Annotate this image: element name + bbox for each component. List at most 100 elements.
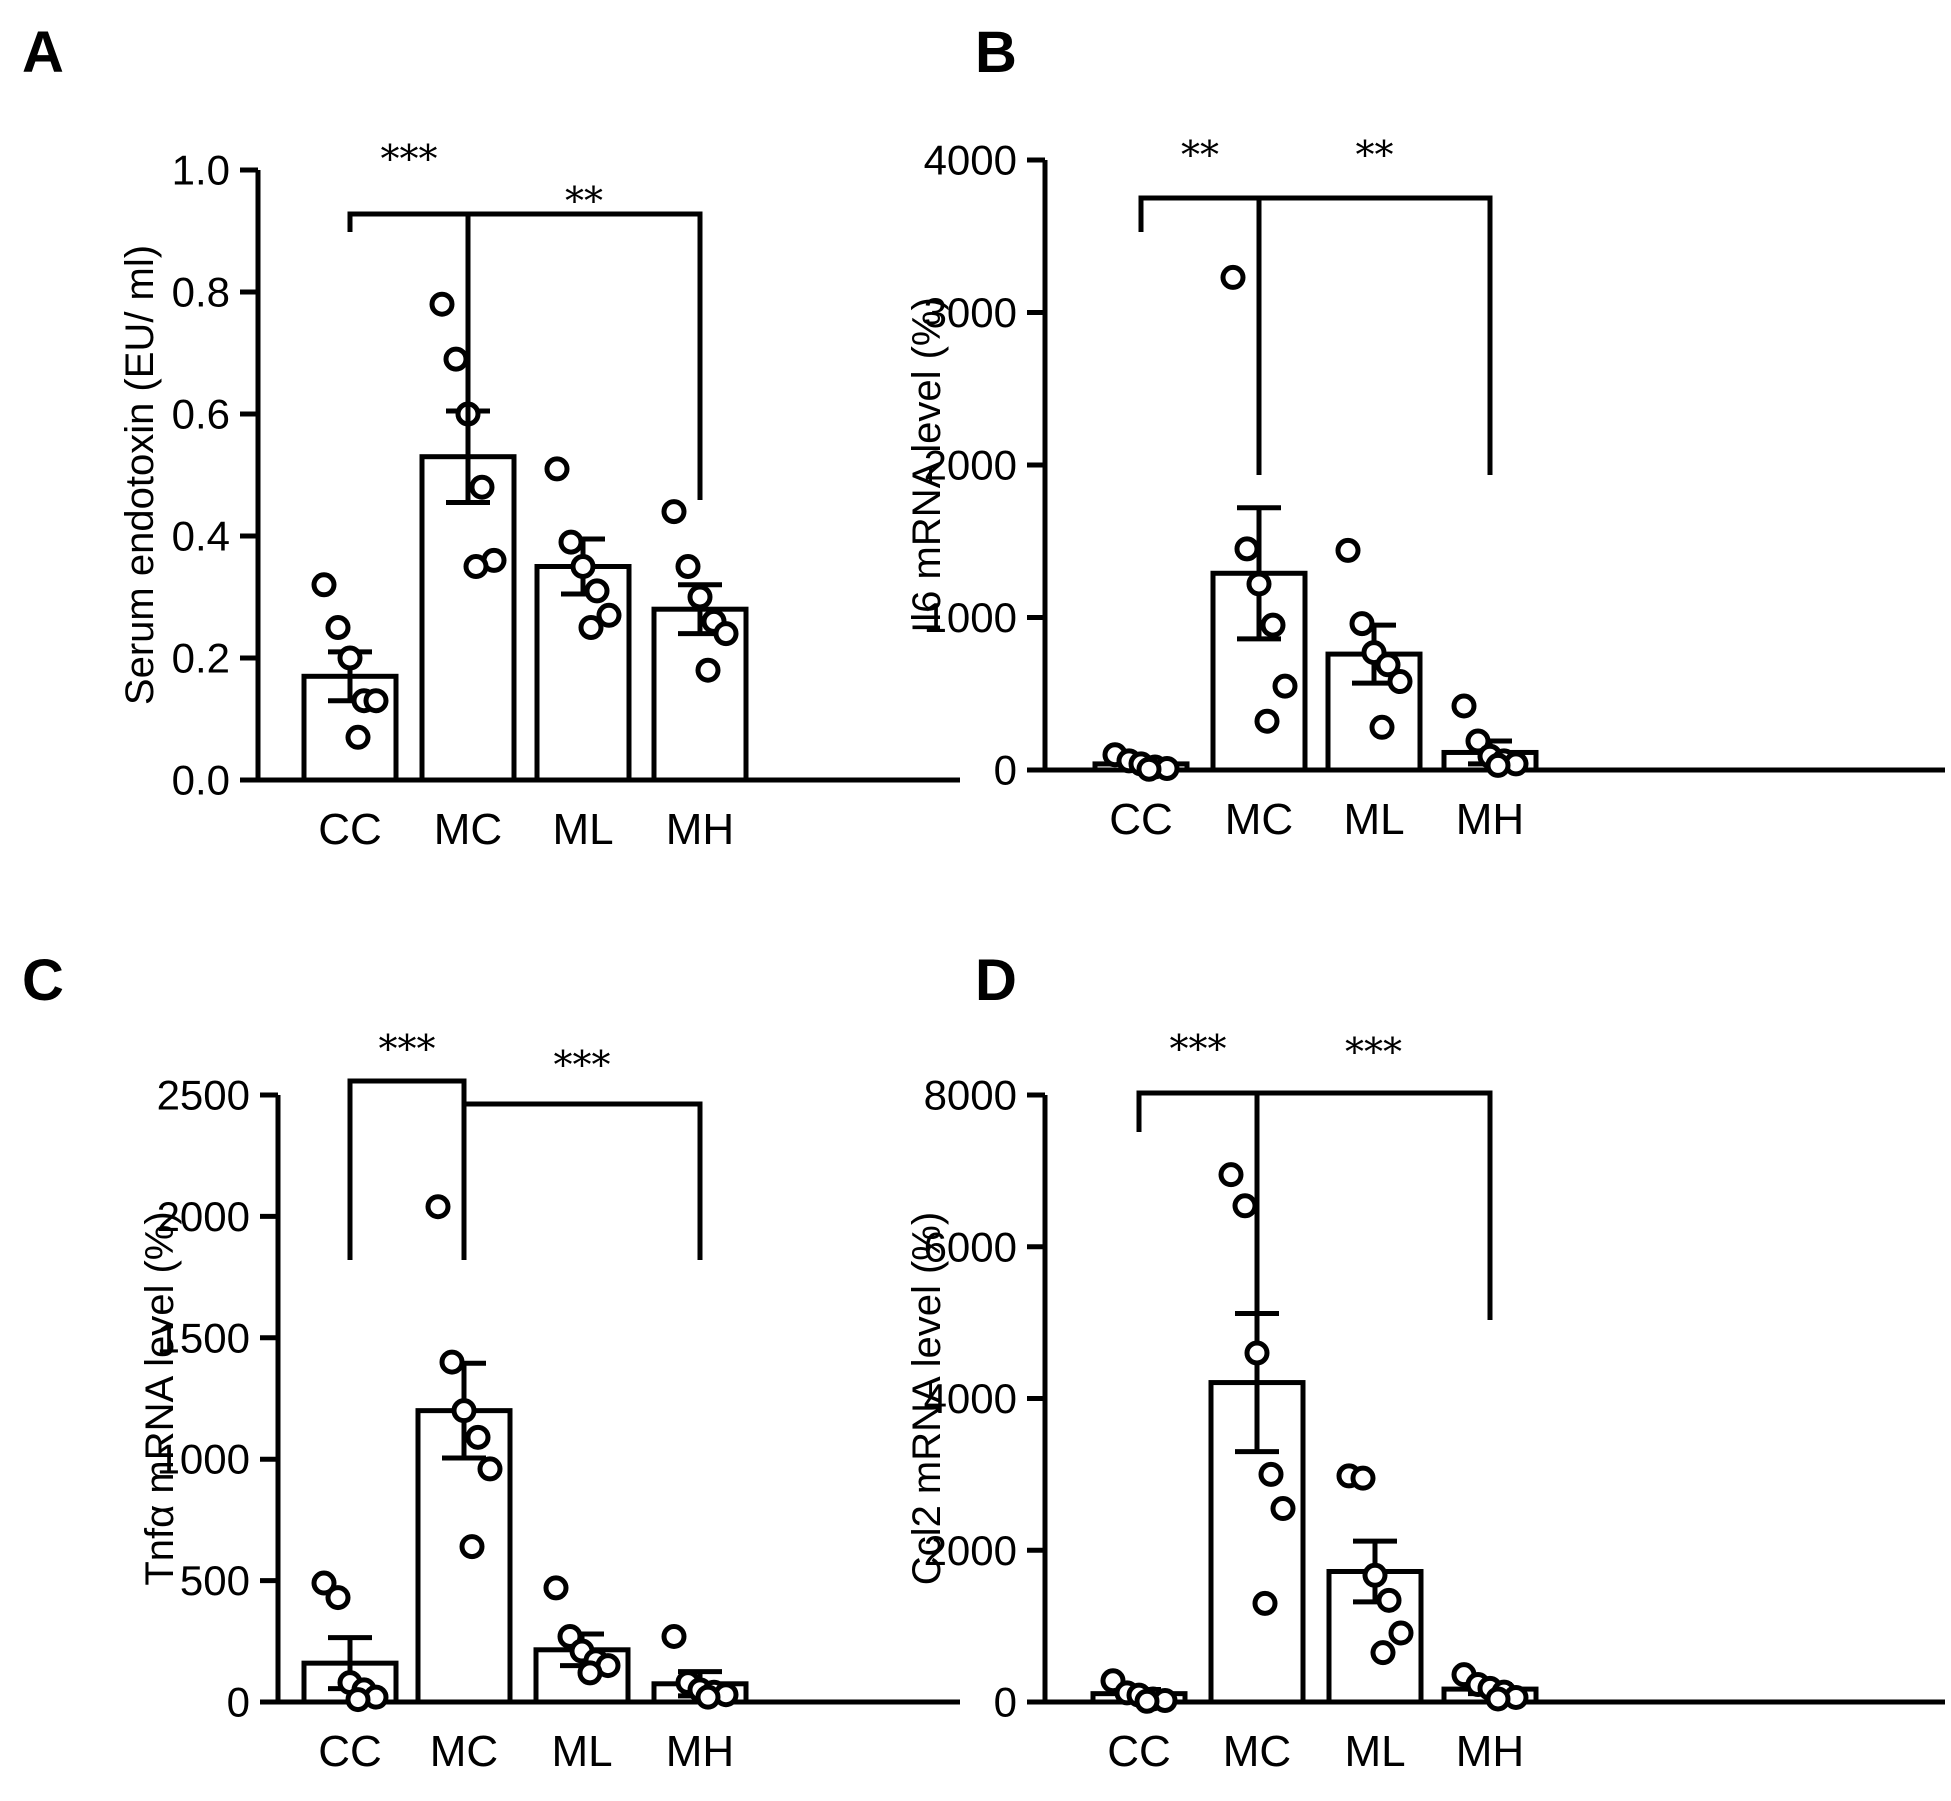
y-axis-title: Serum endotoxin (EU/ ml) [118, 245, 162, 705]
data-point-mc [1252, 1590, 1278, 1616]
y-axis-title: Tnfα mRNA level (%) [138, 1211, 182, 1585]
data-point-cc [311, 1570, 337, 1596]
x-tick-label-mc: MC [1225, 795, 1293, 844]
data-point-ml [1362, 1562, 1388, 1588]
data-point-mc [451, 1398, 477, 1424]
x-tick-label-mh: MH [1456, 795, 1524, 844]
significance-bracket [347, 211, 471, 232]
data-point-cc [1136, 756, 1162, 782]
panel-b: B 0 1000 2000 3000 4000 Il6 mRNA level (%) CC MC… [905, 20, 1945, 844]
data-point-ml [544, 456, 570, 482]
data-point-cc [363, 688, 389, 714]
data-point-cc [345, 724, 371, 750]
y-tick-label: 1.0 [172, 147, 230, 194]
y-tick-label: 0.4 [172, 513, 230, 560]
y-tick-label: 4000 [924, 1375, 1017, 1422]
data-point-mc [425, 1194, 451, 1220]
significance-label: ** [565, 179, 603, 223]
y-tick-label: 500 [180, 1557, 250, 1604]
y-tick-label: 1000 [157, 1436, 250, 1483]
data-point-mc [1272, 673, 1298, 699]
data-point-mc [1244, 1340, 1270, 1366]
x-tick-label-ml: ML [1344, 1727, 1405, 1776]
panel-label: D [975, 948, 1017, 1013]
data-point-ml [1388, 1620, 1414, 1646]
y-tick-label: 0 [994, 1679, 1017, 1726]
significance-label: *** [554, 1043, 611, 1087]
data-point-mc [459, 1534, 485, 1560]
y-tick-label: 0 [994, 747, 1017, 794]
significance-bracket [1138, 195, 1262, 232]
x-tick-label-ml: ML [1343, 795, 1404, 844]
data-point-mc [1254, 708, 1280, 734]
x-tick-label-mc: MC [430, 1727, 498, 1776]
data-point-ml [577, 1660, 603, 1686]
significance-bracket [1254, 1090, 1493, 1320]
data-point-mh [661, 499, 687, 525]
data-point-mc [477, 1456, 503, 1482]
data-point-mh [713, 621, 739, 647]
panel-a: A 0.0 0.2 0.4 0.6 0.8 1.0 Serum endotoxin (EU/ … [22, 20, 960, 854]
significance-label: ** [1181, 133, 1219, 177]
data-point-mc [439, 1349, 465, 1375]
data-point-mc [1232, 1193, 1258, 1219]
panel-label: A [22, 20, 64, 85]
x-tick-label-ml: ML [552, 805, 613, 854]
y-axis-title: Ccl2 mRNA level (%) [905, 1212, 949, 1585]
y-axis-title: Il6 mRNA level (%) [905, 297, 949, 633]
significance-label: *** [1170, 1027, 1227, 1071]
data-point-mc [429, 291, 455, 317]
bar-ml [534, 564, 632, 783]
data-point-mc [1246, 571, 1272, 597]
data-point-ml [1349, 611, 1375, 637]
significance-label: ** [1356, 133, 1394, 177]
data-point-mh [687, 584, 713, 610]
data-point-ml [1350, 1465, 1376, 1491]
significance-label: *** [1345, 1030, 1402, 1074]
data-point-mc [469, 474, 495, 500]
y-tick-label: 0.8 [172, 269, 230, 316]
x-tick-label-mh: MH [666, 805, 734, 854]
data-point-ml [1375, 652, 1401, 678]
data-point-ml [1335, 537, 1361, 563]
y-tick-label: 3000 [924, 289, 1017, 336]
data-point-mh [675, 554, 701, 579]
panel-label: C [22, 948, 64, 1013]
data-point-cc [325, 1585, 351, 1611]
data-point-mh [1485, 752, 1511, 778]
data-point-mh [1485, 1686, 1511, 1712]
y-tick-label: 2500 [157, 1072, 250, 1119]
data-point-mc [1218, 1162, 1244, 1188]
data-point-cc [1134, 1688, 1160, 1714]
data-point-cc [337, 645, 363, 671]
significance-bracket [347, 1078, 467, 1260]
significance-bracket [461, 1101, 703, 1260]
x-tick-label-cc: CC [318, 805, 382, 854]
panel-c: C 0 500 1000 1500 2000 2500 Tnfα mRNA level (%)… [22, 948, 960, 1776]
x-tick-label-cc: CC [1109, 795, 1173, 844]
y-tick-label: 2000 [157, 1193, 250, 1240]
y-tick-label: 1500 [157, 1314, 250, 1361]
y-tick-label: 2000 [924, 442, 1017, 489]
data-point-ml [543, 1575, 569, 1601]
significance-bracket [1136, 1090, 1260, 1132]
y-tick-label: 1000 [924, 594, 1017, 641]
significance-label: *** [379, 1027, 436, 1071]
significance-label: *** [381, 137, 438, 181]
significance-bracket [1256, 195, 1493, 475]
data-point-ml [578, 615, 604, 640]
x-tick-label-mh: MH [666, 1727, 734, 1776]
x-tick-label-mh: MH [1456, 1727, 1524, 1776]
data-point-ml [1370, 1640, 1396, 1666]
data-point-mc [1234, 536, 1260, 562]
x-tick-label-ml: ML [551, 1727, 612, 1776]
data-point-mh [695, 1684, 721, 1710]
y-tick-label: 8000 [924, 1072, 1017, 1119]
x-tick-label-mc: MC [1223, 1727, 1291, 1776]
data-point-ml [570, 554, 596, 579]
y-tick-label: 0.0 [172, 757, 230, 804]
data-point-ml [1387, 669, 1413, 695]
data-point-ml [1376, 1587, 1402, 1613]
data-point-ml [558, 529, 584, 555]
